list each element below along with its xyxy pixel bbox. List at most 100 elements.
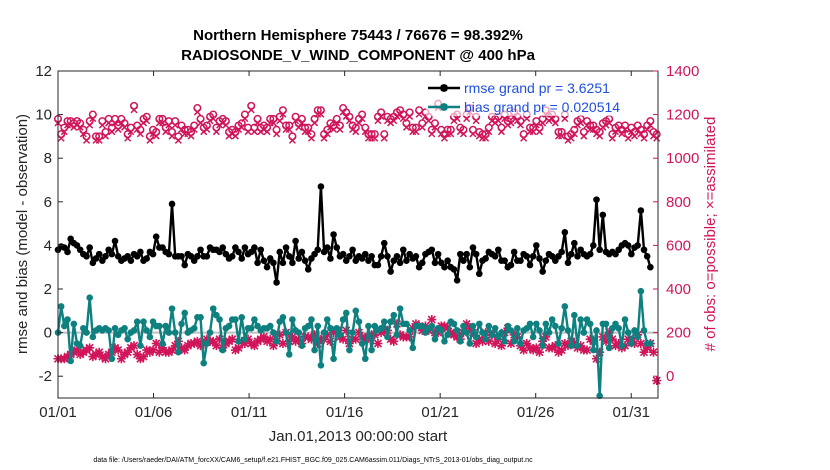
rmse-point bbox=[346, 252, 353, 260]
bias-point bbox=[61, 322, 68, 330]
bias-point bbox=[526, 320, 534, 328]
rmse-point bbox=[327, 255, 334, 262]
possible-obs-cross bbox=[222, 121, 230, 129]
assimilated-obs-marker bbox=[148, 345, 158, 355]
assimilated-obs-marker bbox=[531, 343, 541, 353]
rmse-point bbox=[238, 255, 246, 262]
possible-obs-cross bbox=[231, 132, 239, 140]
bias-point bbox=[190, 324, 198, 332]
possible-obs-cross bbox=[101, 132, 110, 140]
bias-point bbox=[418, 322, 426, 330]
bias-point bbox=[235, 338, 242, 345]
possible-obs-cross bbox=[418, 123, 426, 131]
bias-point bbox=[108, 355, 116, 363]
bias-point bbox=[510, 338, 518, 345]
possible-obs-cross bbox=[82, 136, 91, 144]
y-tick-label-left: 0 bbox=[44, 325, 52, 342]
bias-point bbox=[238, 314, 246, 321]
rmse-point bbox=[111, 237, 119, 245]
rmse-point bbox=[393, 252, 401, 260]
bias-point bbox=[336, 331, 344, 339]
assimilated-obs-marker bbox=[180, 345, 190, 355]
y-tick-label-left: 2 bbox=[44, 281, 52, 298]
bias-point bbox=[453, 327, 461, 334]
possible-obs-cross bbox=[336, 125, 344, 134]
rmse-point bbox=[466, 263, 474, 271]
possible-obs-cross bbox=[203, 125, 211, 134]
rmse-point bbox=[276, 248, 284, 256]
bias-point bbox=[330, 355, 337, 363]
bias-point bbox=[361, 355, 369, 363]
possible-obs-cross bbox=[98, 121, 106, 129]
bias-point bbox=[203, 340, 211, 347]
bias-point bbox=[384, 333, 391, 341]
y-tick-label-left: 12 bbox=[35, 63, 52, 80]
assimilated-obs-marker bbox=[604, 328, 614, 338]
assimilated-obs-marker bbox=[642, 343, 652, 353]
chart-title-line1: Northern Hemisphere 75443 / 76676 = 98.3… bbox=[193, 27, 523, 44]
assimilated-obs-marker bbox=[607, 334, 617, 344]
rmse-point bbox=[83, 252, 90, 260]
possible-obs-cross bbox=[428, 130, 436, 138]
bias-point bbox=[339, 316, 347, 323]
bias-point bbox=[206, 329, 214, 336]
rmse-point bbox=[624, 242, 632, 249]
bias-point bbox=[624, 329, 632, 336]
possible-obs-cross bbox=[577, 119, 585, 127]
y-tick-label-left: -2 bbox=[39, 368, 52, 385]
rmse-point bbox=[450, 266, 458, 273]
bias-point bbox=[86, 294, 93, 302]
bias-point bbox=[346, 346, 353, 354]
bias-point bbox=[640, 327, 648, 334]
plot-frame bbox=[57, 70, 659, 399]
rmse-point bbox=[558, 248, 565, 256]
y-tick-label-right: 200 bbox=[666, 325, 691, 342]
bias-point bbox=[327, 324, 334, 332]
bias-point bbox=[450, 320, 458, 328]
bias-point bbox=[333, 324, 341, 332]
bias-point bbox=[533, 320, 540, 328]
rmse-point bbox=[628, 250, 635, 258]
bias-point bbox=[542, 320, 550, 328]
bias-point bbox=[137, 342, 144, 349]
y-tick-label-right: 1400 bbox=[666, 63, 699, 80]
footer-data-file: data file: /Users/raeder/DAI/ATM_forcXX/… bbox=[93, 457, 533, 464]
bias-point bbox=[143, 327, 150, 334]
bias-point bbox=[311, 346, 318, 354]
rmse-point bbox=[102, 252, 109, 260]
bias-point bbox=[479, 329, 486, 336]
bias-point bbox=[175, 348, 182, 356]
rmse-point bbox=[482, 255, 489, 262]
rmse-point bbox=[270, 259, 277, 267]
rmse-point bbox=[251, 244, 258, 251]
possible-obs-cross bbox=[406, 112, 414, 120]
assimilated-obs-marker bbox=[170, 341, 180, 351]
possible-obs-cross bbox=[165, 121, 173, 129]
rmse-point bbox=[590, 242, 597, 249]
possible-obs-cross bbox=[279, 110, 287, 118]
rmse-point bbox=[399, 246, 407, 254]
possible-obs-cross bbox=[570, 130, 578, 138]
rmse-point bbox=[647, 263, 654, 271]
y-tick-label-right: 400 bbox=[666, 281, 691, 298]
possible-obs-cross bbox=[57, 134, 65, 142]
x-tick-label: 01/31 bbox=[612, 404, 650, 421]
assimilated-obs-marker bbox=[465, 323, 475, 333]
rmse-point bbox=[374, 261, 382, 269]
rmse-point bbox=[491, 252, 499, 260]
possible-obs-cross bbox=[469, 130, 477, 138]
possible-obs-cross bbox=[304, 128, 312, 136]
possible-obs-cross bbox=[288, 136, 296, 144]
bias-point bbox=[358, 340, 366, 347]
possible-obs-cross bbox=[523, 115, 531, 123]
rmse-point bbox=[349, 246, 356, 254]
bias-point bbox=[349, 329, 356, 336]
assimilated-obs-marker bbox=[341, 325, 351, 335]
assimilated-obs-marker bbox=[306, 334, 316, 344]
bias-point bbox=[498, 329, 505, 336]
rmse-point bbox=[282, 244, 290, 251]
possible-obs-cross bbox=[618, 130, 626, 138]
assimilated-obs-marker bbox=[265, 334, 275, 344]
possible-obs-cross bbox=[567, 134, 575, 142]
possible-obs-cross bbox=[285, 125, 293, 134]
